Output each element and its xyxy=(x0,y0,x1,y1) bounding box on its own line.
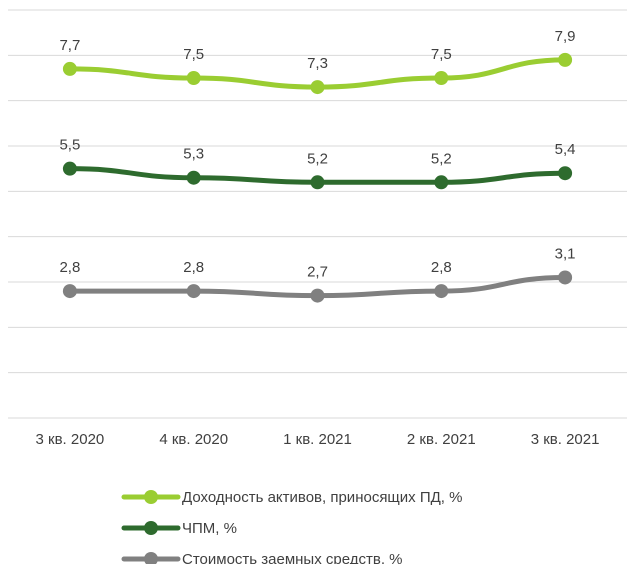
x-tick-label: 3 кв. 2020 xyxy=(36,431,105,448)
data-label: 2,8 xyxy=(183,259,204,276)
data-label: 7,9 xyxy=(555,28,576,45)
data-label: 2,8 xyxy=(431,259,452,276)
data-point xyxy=(310,288,325,303)
data-label: 5,4 xyxy=(555,141,576,158)
legend-marker xyxy=(144,552,158,564)
data-point xyxy=(186,284,201,299)
data-label: 7,3 xyxy=(307,55,328,72)
x-tick-label: 3 кв. 2021 xyxy=(531,431,600,448)
x-axis-ticks: 3 кв. 2020 4 кв. 2020 1 кв. 2021 2 кв. 2021… xyxy=(36,431,600,448)
data-point xyxy=(434,175,449,190)
data-label: 5,2 xyxy=(431,150,452,167)
legend-label: ЧПМ, % xyxy=(182,520,237,537)
data-point xyxy=(310,175,325,190)
data-label: 5,5 xyxy=(59,137,80,154)
data-point xyxy=(558,270,573,285)
data-point xyxy=(186,71,201,85)
data-label: 5,3 xyxy=(183,146,204,163)
series-points xyxy=(62,52,573,303)
x-tick-label: 2 кв. 2021 xyxy=(407,431,476,448)
data-point xyxy=(434,71,449,85)
legend: Доходность активов, приносящих ПД, % ЧПМ,… xyxy=(121,489,462,564)
data-point xyxy=(62,161,77,176)
data-point xyxy=(62,284,77,299)
data-label: 7,7 xyxy=(59,37,80,54)
legend-label: Стоимость заемных средств, % xyxy=(182,551,403,564)
gridlines xyxy=(8,9,627,419)
data-point xyxy=(62,61,77,76)
x-tick-label: 1 кв. 2021 xyxy=(283,431,352,448)
data-label: 2,7 xyxy=(307,264,328,281)
data-label: 7,5 xyxy=(183,46,204,63)
data-labels: 7,7 7,5 7,3 7,5 7,9 5,5 5,3 5,2 5,2 5,4 2,8 2,8 2,7 2… xyxy=(59,28,575,281)
data-point xyxy=(186,170,201,185)
data-label: 5,2 xyxy=(307,150,328,167)
data-point xyxy=(434,284,449,299)
data-point xyxy=(558,52,573,67)
legend-marker xyxy=(144,521,158,535)
legend-marker xyxy=(144,490,158,504)
x-tick-label: 4 кв. 2020 xyxy=(159,431,228,448)
data-label: 3,1 xyxy=(555,245,576,262)
data-point xyxy=(558,166,573,181)
legend-label: Доходность активов, приносящих ПД, % xyxy=(182,489,462,506)
data-label: 7,5 xyxy=(431,46,452,63)
data-point xyxy=(310,80,325,95)
data-label: 2,8 xyxy=(59,259,80,276)
